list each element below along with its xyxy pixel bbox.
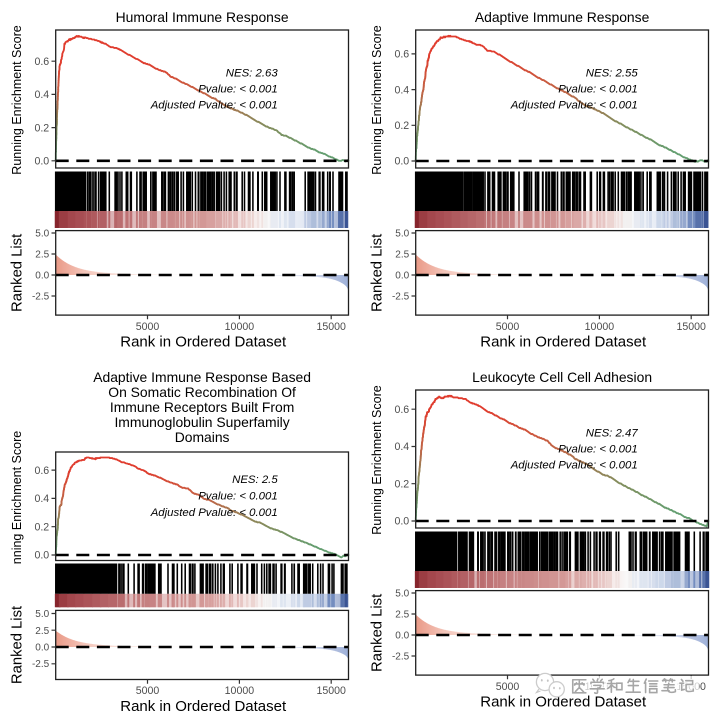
svg-text:0.4: 0.4: [34, 493, 49, 505]
svg-text:Pvalue: < 0.001: Pvalue: < 0.001: [558, 84, 637, 96]
svg-text:15000: 15000: [676, 321, 706, 333]
svg-text:2.5: 2.5: [395, 250, 409, 261]
svg-text:10000: 10000: [225, 321, 255, 333]
svg-text:0.0: 0.0: [35, 271, 49, 282]
svg-text:-2.5: -2.5: [392, 652, 410, 663]
svg-text:0.0: 0.0: [394, 516, 409, 528]
svg-text:5.0: 5.0: [395, 589, 409, 600]
svg-text:5.0: 5.0: [35, 229, 49, 240]
svg-text:0.4: 0.4: [34, 89, 49, 101]
svg-text:Domains: Domains: [175, 429, 230, 445]
svg-text:On Somatic Recombination Of: On Somatic Recombination Of: [108, 384, 296, 400]
svg-text:Humoral Immune Response: Humoral Immune Response: [116, 9, 289, 25]
svg-text:NES: 2.55: NES: 2.55: [586, 68, 639, 80]
svg-text:15000: 15000: [316, 685, 346, 697]
svg-text:Pvalue: < 0.001: Pvalue: < 0.001: [198, 84, 277, 96]
svg-text:Leukocyte Cell Cell Adhesion: Leukocyte Cell Cell Adhesion: [472, 369, 652, 385]
svg-text:5000: 5000: [496, 681, 520, 693]
svg-text:0.6: 0.6: [394, 49, 409, 61]
svg-text:0.0: 0.0: [394, 156, 409, 168]
svg-text:NES: 2.47: NES: 2.47: [586, 428, 639, 440]
svg-text:Rank in Ordered Dataset: Rank in Ordered Dataset: [480, 334, 647, 351]
svg-text:Adjusted Pvalue: < 0.001: Adjusted Pvalue: < 0.001: [150, 507, 278, 519]
svg-text:Ranked List: Ranked List: [370, 594, 386, 672]
svg-text:Pvalue: < 0.001: Pvalue: < 0.001: [198, 491, 277, 503]
svg-text:0.6: 0.6: [394, 404, 409, 416]
svg-text:0.2: 0.2: [394, 478, 409, 490]
svg-text:0.0: 0.0: [34, 550, 49, 562]
svg-text:Adaptive Immune Response: Adaptive Immune Response: [475, 9, 650, 25]
svg-text:15000: 15000: [316, 321, 346, 333]
svg-text:5000: 5000: [496, 321, 520, 333]
svg-text:NES: 2.5: NES: 2.5: [232, 474, 278, 486]
svg-text:-2.5: -2.5: [32, 659, 50, 670]
svg-text:Running Enrichment Score: Running Enrichment Score: [10, 25, 24, 174]
svg-text:0.6: 0.6: [34, 465, 49, 477]
svg-text:0.6: 0.6: [34, 56, 49, 68]
svg-text:-2.5: -2.5: [32, 292, 50, 303]
svg-text:2.5: 2.5: [395, 610, 409, 621]
svg-text:0.2: 0.2: [34, 122, 49, 134]
svg-text:0.4: 0.4: [394, 441, 409, 453]
svg-text:Ranked List: Ranked List: [10, 606, 26, 684]
svg-text:Ranked List: Ranked List: [370, 234, 386, 312]
svg-text:0.0: 0.0: [34, 156, 49, 168]
svg-text:2.5: 2.5: [35, 250, 49, 261]
svg-text:Running Enrichment Score: Running Enrichment Score: [370, 25, 384, 174]
svg-text:Pvalue: < 0.001: Pvalue: < 0.001: [558, 444, 637, 456]
svg-text:Adaptive Immune Response Based: Adaptive Immune Response Based: [93, 369, 311, 385]
svg-text:Rank in Ordered Dataset: Rank in Ordered Dataset: [120, 698, 287, 715]
svg-text:Adjusted Pvalue: < 0.001: Adjusted Pvalue: < 0.001: [150, 100, 278, 112]
svg-text:5.0: 5.0: [35, 609, 49, 620]
svg-text:Adjusted Pvalue: < 0.001: Adjusted Pvalue: < 0.001: [510, 100, 638, 112]
svg-text:Immune Receptors Built From: Immune Receptors Built From: [110, 399, 295, 415]
svg-text:5000: 5000: [136, 321, 160, 333]
svg-text:2.5: 2.5: [35, 626, 49, 637]
svg-text:-2.5: -2.5: [392, 292, 410, 303]
svg-text:5000: 5000: [136, 685, 160, 697]
svg-text:NES: 2.63: NES: 2.63: [226, 68, 279, 80]
svg-text:10000: 10000: [225, 685, 255, 697]
svg-text:Adjusted Pvalue: < 0.001: Adjusted Pvalue: < 0.001: [510, 460, 638, 472]
svg-text:0.0: 0.0: [395, 271, 409, 282]
svg-text:5.0: 5.0: [395, 229, 409, 240]
svg-text:0.0: 0.0: [395, 631, 409, 642]
svg-text:0.0: 0.0: [35, 643, 49, 654]
svg-text:Immunoglobulin Superfamily: Immunoglobulin Superfamily: [114, 414, 289, 430]
svg-text:Running Enrichment Score: Running Enrichment Score: [370, 385, 384, 534]
svg-text:10000: 10000: [585, 321, 615, 333]
svg-text:0.4: 0.4: [394, 84, 409, 96]
svg-text:nning Enrichment Score: nning Enrichment Score: [10, 431, 24, 564]
svg-text:Rank in Ordered Dataset: Rank in Ordered Dataset: [120, 334, 287, 351]
svg-text:Ranked List: Ranked List: [10, 234, 26, 312]
svg-text:0.2: 0.2: [394, 120, 409, 132]
svg-text:0.2: 0.2: [34, 521, 49, 533]
svg-text:Rank in Ordered Dataset: Rank in Ordered Dataset: [480, 694, 647, 711]
